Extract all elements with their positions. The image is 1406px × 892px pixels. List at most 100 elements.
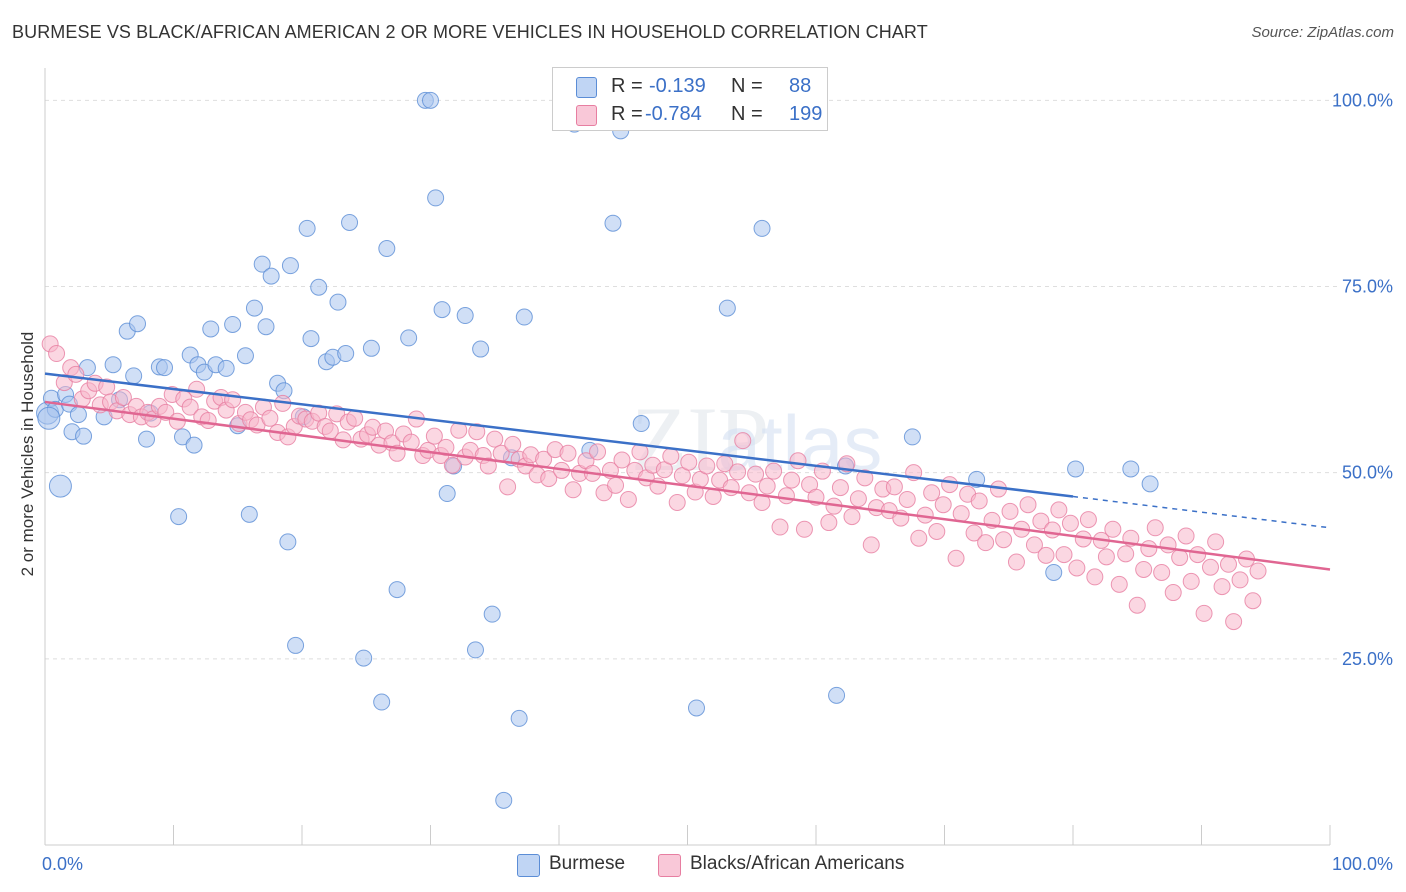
burmese-point [604,214,622,232]
black-african-american-point [346,409,364,427]
black-african-american-point [55,374,73,392]
x-tick-label: 0.0% [42,854,83,874]
burmese-point [1067,460,1085,478]
black-african-american-point [1225,613,1243,631]
black-african-american-point [1171,549,1189,567]
black-african-american-point [965,524,983,542]
black-african-american-point [1079,511,1097,529]
black-african-american-point [48,345,66,363]
burmese-point [217,359,235,377]
burmese-point [433,301,451,319]
black-african-american-point [1043,521,1061,539]
burmese-point [279,533,297,551]
black-african-american-points [41,335,1267,631]
legend-swatch-black [576,105,597,126]
black-african-american-point [952,505,970,523]
burmese-point [388,581,406,599]
black-african-american-point [589,443,607,461]
black-african-american-point [1244,592,1262,610]
black-african-american-point [923,484,941,502]
black-african-american-point [680,453,698,471]
burmese-point [362,339,380,357]
black-african-american-point [188,380,206,398]
legend-row-black: R = -0.784 N = 199 [553,100,827,128]
burmese-point [427,189,445,207]
burmese-point [224,315,242,333]
black-african-american-point [1050,501,1068,519]
black-african-american-point [771,518,789,536]
burmese-point [245,299,263,317]
burmese-point [170,508,188,526]
black-african-american-point [1189,546,1207,564]
black-african-american-point [729,463,747,481]
legend-r-value: -0.139 [649,75,706,97]
black-african-american-point [970,492,988,510]
burmese-point [495,791,513,809]
burmese-point [329,293,347,311]
burmese-trend-extension [1072,495,1331,529]
legend-r-value: -0.784 [645,103,702,125]
burmese-point [632,415,650,433]
black-african-american-point [559,444,577,462]
black-african-american-point [1110,575,1128,593]
black-african-american-point [777,487,795,505]
x-tick-label: 100.0% [1332,854,1393,874]
black-african-american-point [224,391,242,409]
black-african-american-point [862,536,880,554]
tick-labels: 25.0% 50.0% 75.0% 100.0% 0.0% 100.0% [42,90,1393,874]
burmese-point [337,345,355,363]
burmese-point [422,91,439,109]
black-african-american-point [1182,572,1200,590]
black-african-american-point [1117,545,1135,563]
black-african-american-point [1007,553,1025,571]
black-african-american-point [1055,546,1073,564]
burmese-trend-line [44,372,1074,498]
black-african-american-point [1128,596,1146,614]
black-african-american-point [1037,546,1055,564]
burmese-point [438,485,456,503]
legend-swatch-burmese [576,77,597,98]
burmese-point [302,330,320,348]
burmese-point [341,213,359,231]
black-african-american-point [1068,559,1086,577]
black-african-american-point [261,409,279,427]
black-african-american-point [1219,555,1237,573]
black-african-american-point [1001,502,1019,520]
black-african-american-point [843,508,861,526]
black-african-american-trend-line [44,400,1331,571]
burmese-point [75,427,93,445]
black-african-american-point [443,456,461,474]
burmese-point [1141,475,1159,493]
black-african-american-point [1104,520,1122,538]
bottom-legend-swatch-black [658,854,681,877]
black-african-american-point [1177,527,1195,545]
black-african-american-point [758,477,776,495]
y-tick-label: 25.0% [1342,649,1393,669]
burmese-point [37,406,61,430]
black-african-american-point [734,432,752,450]
black-african-american-point [941,476,959,494]
burmese-point [129,315,147,333]
black-african-american-point [67,365,85,383]
black-african-american-point [479,457,497,475]
burmese-point [456,307,474,325]
legend-n-label: N = [731,103,763,125]
burmese-point [515,308,533,326]
black-african-american-point [1164,584,1182,602]
black-african-american-point [181,398,199,416]
black-african-american-point [898,490,916,508]
burmese-point [373,693,391,711]
black-african-american-point [1061,514,1079,532]
burmese-point [400,329,418,347]
black-african-american-point [995,531,1013,549]
black-african-american-point [668,493,686,511]
black-african-american-point [1201,558,1219,576]
axes [44,68,1331,846]
black-african-american-point [1195,604,1213,622]
black-african-american-point [499,478,517,496]
black-african-american-point [831,479,849,497]
burmese-point [1045,563,1063,581]
bottom-legend-swatch-burmese [517,854,540,877]
black-african-american-point [1231,571,1249,589]
